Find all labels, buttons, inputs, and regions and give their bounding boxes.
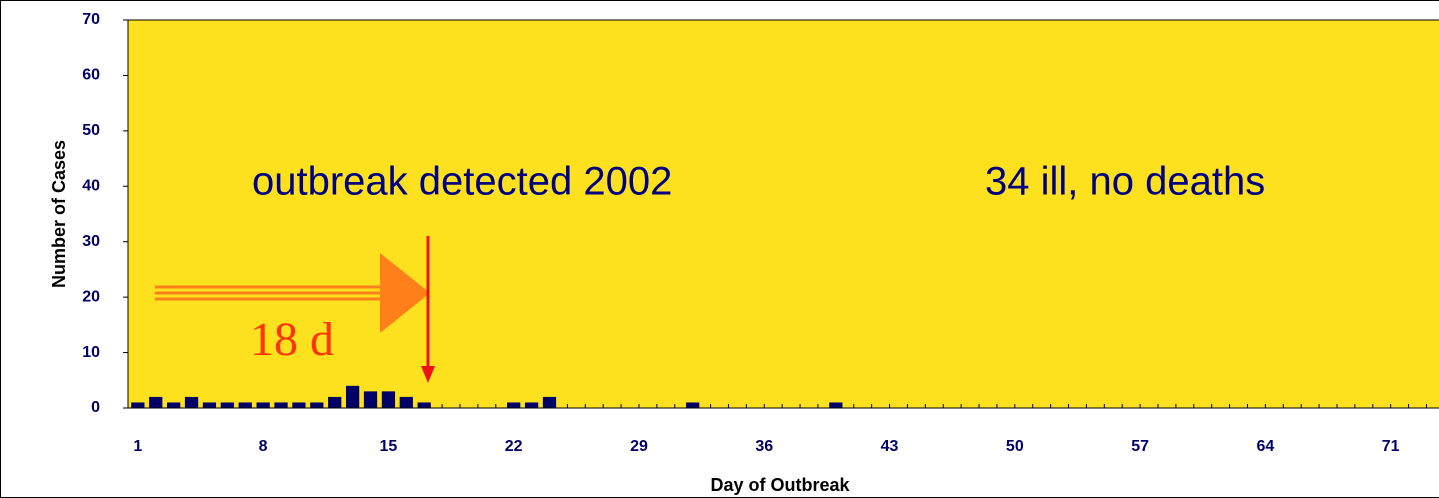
y-tick-label: 70 (82, 11, 100, 28)
x-tick-label: 64 (1256, 438, 1274, 455)
duration-arrow (155, 253, 430, 333)
detection-arrow (421, 236, 435, 383)
x-tick-label: 8 (259, 438, 268, 455)
x-tick-label: 29 (630, 438, 648, 455)
y-tick-label: 10 (82, 344, 100, 361)
y-tick-label: 50 (82, 122, 100, 139)
bar (274, 402, 288, 408)
bar (149, 396, 163, 408)
bar (256, 402, 270, 408)
annotation: 34 ill, no deaths (985, 160, 1265, 204)
bar (167, 402, 181, 408)
x-tick-label: 57 (1131, 438, 1149, 455)
bar (363, 391, 378, 408)
annotation: 18 d (250, 313, 334, 366)
bar (220, 402, 234, 408)
bar (381, 391, 396, 408)
x-tick-label: 50 (1006, 438, 1024, 455)
bar (292, 402, 306, 408)
bar (524, 402, 539, 408)
bar (686, 402, 700, 408)
x-axis-label: Day of Outbreak (710, 475, 850, 495)
bar (184, 396, 199, 408)
bar (542, 396, 557, 408)
x-tick-label: 15 (380, 438, 398, 455)
x-tick-label: 1 (133, 438, 142, 455)
y-tick-label: 0 (91, 399, 100, 416)
y-tick-label: 20 (82, 288, 100, 305)
x-tick-label: 36 (755, 438, 773, 455)
bar (507, 402, 521, 408)
bar (345, 385, 360, 408)
bar (238, 402, 252, 408)
x-tick-label: 22 (505, 438, 523, 455)
bar (131, 402, 145, 408)
annotation: outbreak detected 2002 (252, 160, 672, 204)
x-tick-label: 43 (881, 438, 899, 455)
y-tick-label: 60 (82, 67, 100, 84)
y-tick-label: 40 (82, 178, 100, 195)
y-tick-label: 30 (82, 233, 100, 250)
bar (829, 402, 843, 408)
plot-area (127, 19, 1439, 409)
bar (310, 402, 324, 408)
y-axis-label: Number of Cases (49, 140, 69, 288)
bar (417, 402, 431, 408)
bar (399, 396, 413, 408)
bar (202, 402, 217, 408)
x-tick-label: 71 (1382, 438, 1400, 455)
bar (328, 396, 342, 408)
